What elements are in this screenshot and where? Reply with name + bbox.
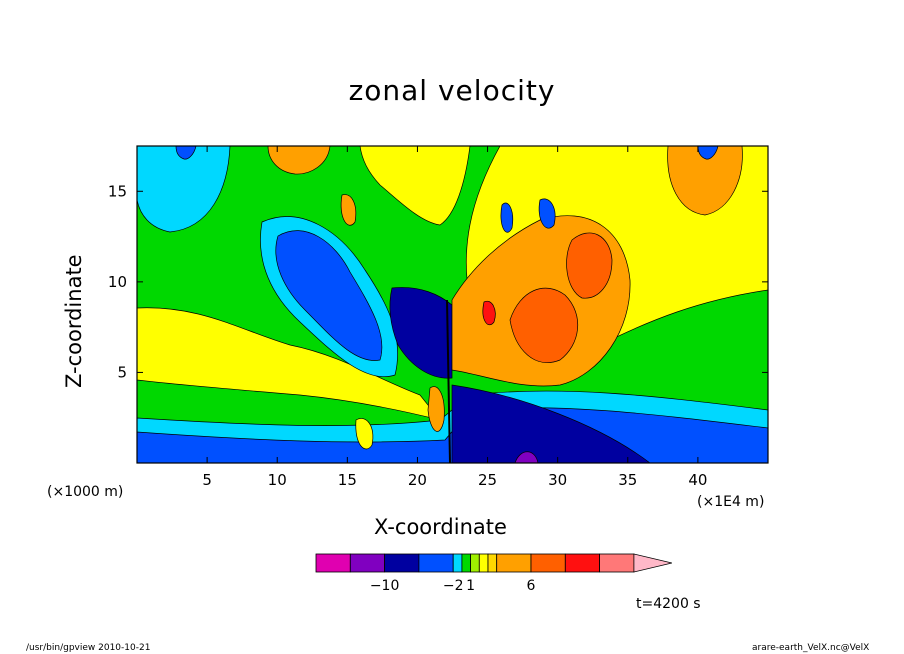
- x-tick-label: 15: [338, 471, 357, 489]
- colorbar-tick-label: −2: [443, 578, 464, 594]
- footer-left: /usr/bin/gpview 2010-10-21: [26, 643, 151, 653]
- colorbar-box: [530, 553, 566, 573]
- region-top-center-yellow: [359, 146, 471, 226]
- region-lower-orange-strip: [427, 386, 445, 432]
- x-tick-label: 40: [688, 471, 707, 489]
- axes: 5 10 15 20 25 30 35 40 5 10 15: [108, 146, 768, 489]
- region-center-red-spot: [482, 300, 496, 326]
- colorbar-box: [487, 553, 498, 573]
- region-top-right-blue: [697, 146, 719, 160]
- region-top-left-blue: [175, 146, 197, 160]
- x-axis-unit: (×1E4 m): [697, 494, 765, 510]
- colorbar-tick-label: 1: [466, 578, 475, 594]
- x-axis-label: X-coordinate: [374, 515, 507, 539]
- region-top-right-orange: [667, 146, 743, 216]
- y-tick-label: 15: [108, 182, 127, 200]
- colorbar-box: [478, 553, 489, 573]
- x-tick-label: 10: [268, 471, 287, 489]
- chart-title: zonal velocity: [348, 74, 556, 107]
- front-line: [446, 299, 451, 463]
- colorbar-box: [599, 553, 635, 573]
- colorbar-arrow: [633, 553, 672, 573]
- x-tick-label: 20: [408, 471, 427, 489]
- footer-right: arare-earth_VelX.nc@VelX: [752, 643, 870, 653]
- colorbar-box: [349, 553, 385, 573]
- colorbar-box: [452, 553, 463, 573]
- region-left-upper-cyan: [137, 146, 231, 233]
- colorbar-tick-label: −10: [370, 578, 400, 594]
- region-left-blue-core: [275, 230, 383, 361]
- colorbar-box: [461, 553, 471, 573]
- colorbar-box: [315, 553, 351, 573]
- colorbar-box: [496, 553, 532, 573]
- region-lower-yellow-spot: [355, 418, 374, 450]
- x-tick-label: 35: [618, 471, 637, 489]
- colorbar-box: [418, 553, 454, 573]
- x-tick-label: 25: [478, 471, 497, 489]
- colorbar-box: [384, 553, 420, 573]
- region-lower-navy: [451, 384, 651, 463]
- region-upper-blue-spot-2: [538, 198, 556, 229]
- plot-field: [137, 146, 768, 463]
- y-axis-label: Z-coordinate: [62, 254, 86, 388]
- x-tick-label: 30: [548, 471, 567, 489]
- colorbar-tick-label: 6: [527, 578, 536, 594]
- region-top-center-orange: [267, 146, 331, 175]
- region-right-darkorange: [509, 287, 578, 363]
- colorbar: −10 −2 1 6: [315, 553, 672, 594]
- colorbar-box: [564, 553, 600, 573]
- x-tick-label: 5: [202, 471, 212, 489]
- y-tick-label: 10: [108, 273, 127, 291]
- y-tick-label: 5: [117, 363, 127, 381]
- region-right-upper-darkorange: [566, 232, 613, 299]
- plot-frame: [136, 145, 769, 464]
- y-axis-unit: (×1000 m): [47, 484, 124, 500]
- time-annotation: t=4200 s: [636, 596, 701, 612]
- region-upper-blue-spot: [500, 202, 514, 233]
- region-center-navy: [389, 287, 453, 379]
- region-upper-orange-spot: [340, 194, 357, 226]
- colorbar-box: [470, 553, 480, 573]
